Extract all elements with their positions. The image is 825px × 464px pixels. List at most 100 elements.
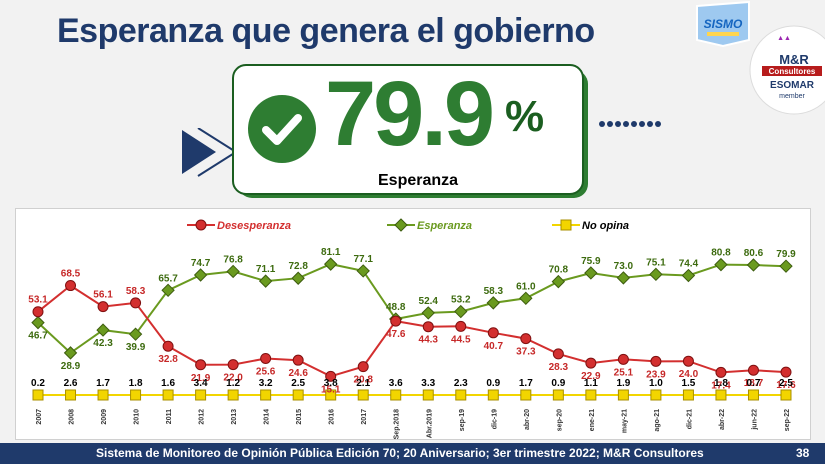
data-point-desesperanza <box>422 321 434 333</box>
data-point-esperanza <box>128 327 143 341</box>
legend-marker <box>394 218 408 232</box>
data-point-esperanza <box>519 291 533 306</box>
data-label-no-opina: 3.3 <box>421 378 435 389</box>
data-point-desesperanza <box>780 366 792 378</box>
x-tick-label: jun-22 <box>751 409 758 431</box>
data-point-esperanza <box>486 296 501 310</box>
data-point-esperanza <box>161 283 175 298</box>
data-point-desesperanza <box>552 348 564 360</box>
data-point-no-opina <box>292 389 304 401</box>
data-label-no-opina: 2.6 <box>64 378 78 389</box>
data-point-no-opina <box>227 389 239 401</box>
data-point-esperanza <box>31 315 45 330</box>
data-label-no-opina: 2.5 <box>291 378 305 389</box>
x-tick-label: sep-22 <box>784 409 791 431</box>
data-point-desesperanza <box>520 333 532 345</box>
data-point-desesperanza <box>260 352 272 364</box>
data-label-esperanza: 48.8 <box>386 302 406 313</box>
data-label-desesperanza: 28.3 <box>549 362 569 373</box>
data-point-esperanza <box>454 304 468 319</box>
data-label-esperanza: 80.6 <box>744 248 764 259</box>
x-tick-label: may-21 <box>621 409 628 433</box>
data-label-desesperanza: 21.9 <box>191 373 211 384</box>
footer-bar <box>0 443 825 464</box>
data-point-no-opina <box>617 389 629 401</box>
data-label-desesperanza: 37.3 <box>516 347 536 358</box>
data-label-no-opina: 3.2 <box>259 378 273 389</box>
data-point-no-opina <box>390 389 402 401</box>
data-point-desesperanza <box>227 359 239 371</box>
x-tick-label: 2016 <box>329 409 336 425</box>
data-point-esperanza <box>96 323 110 337</box>
data-label-no-opina: 0.2 <box>31 378 45 389</box>
data-point-no-opina <box>97 389 109 401</box>
data-label-desesperanza: 58.3 <box>126 286 146 297</box>
svg-text:ESOMAR: ESOMAR <box>770 80 815 91</box>
data-label-no-opina: 2.1 <box>356 378 370 389</box>
data-point-no-opina <box>32 389 44 401</box>
legend-marker <box>560 219 572 231</box>
data-point-esperanza <box>649 267 663 282</box>
data-point-esperanza <box>681 268 696 283</box>
data-label-no-opina: 1.0 <box>649 378 663 389</box>
data-label-desesperanza: 23.9 <box>646 369 666 380</box>
data-label-desesperanza: 22.9 <box>581 371 601 382</box>
data-label-esperanza: 76.8 <box>223 254 243 265</box>
decorative-arrows <box>182 128 238 177</box>
data-label-esperanza: 80.8 <box>711 248 731 259</box>
data-point-no-opina <box>747 389 759 401</box>
data-point-desesperanza <box>65 280 77 292</box>
data-point-esperanza <box>226 264 240 279</box>
x-tick-label: dic-19 <box>491 409 498 429</box>
data-point-no-opina <box>357 389 369 401</box>
data-label-esperanza: 74.4 <box>679 259 699 270</box>
data-point-esperanza <box>193 268 208 282</box>
data-point-no-opina <box>487 389 499 401</box>
data-label-esperanza: 71.1 <box>256 264 276 275</box>
data-point-desesperanza <box>292 354 304 366</box>
data-label-esperanza: 74.7 <box>191 258 211 269</box>
data-point-no-opina <box>422 389 434 401</box>
hero-label: Esperanza <box>378 172 459 189</box>
data-label-no-opina: 0.7 <box>747 378 761 389</box>
x-tick-label: abr-20 <box>524 409 531 430</box>
hero-percent-sign: % <box>505 92 545 141</box>
x-tick-label: 2010 <box>134 409 141 425</box>
data-point-esperanza <box>584 266 598 280</box>
data-label-no-opina: 2.5 <box>779 378 793 389</box>
x-tick-label: 2012 <box>199 409 206 425</box>
data-point-no-opina <box>162 389 174 401</box>
x-tick-label: 2013 <box>231 409 238 425</box>
legend-label: No opina <box>582 220 629 232</box>
data-label-desesperanza: 25.6 <box>256 366 276 377</box>
data-label-no-opina: 1.9 <box>616 378 630 389</box>
data-label-no-opina: 0.9 <box>551 378 565 389</box>
x-tick-label: Sep.2018 <box>394 409 401 439</box>
data-point-esperanza <box>551 274 566 289</box>
x-tick-label: 2009 <box>101 409 108 425</box>
data-label-no-opina: 1.1 <box>584 378 598 389</box>
data-point-esperanza <box>779 259 793 273</box>
data-point-desesperanza <box>650 355 662 367</box>
data-label-esperanza: 52.4 <box>419 296 439 307</box>
data-point-no-opina <box>65 389 77 401</box>
hero-card <box>232 64 584 195</box>
data-label-esperanza: 53.2 <box>451 295 471 306</box>
data-point-desesperanza <box>487 327 499 339</box>
data-point-no-opina <box>715 389 727 401</box>
data-label-no-opina: 0.9 <box>486 378 500 389</box>
data-label-esperanza: 75.1 <box>646 257 666 268</box>
data-label-no-opina: 1.8 <box>714 378 728 389</box>
data-label-desesperanza: 25.1 <box>614 367 634 378</box>
data-label-esperanza: 75.9 <box>581 256 601 267</box>
data-label-desesperanza: 24.6 <box>288 368 308 379</box>
data-point-no-opina <box>455 389 467 401</box>
data-point-desesperanza <box>195 359 207 371</box>
data-label-esperanza: 28.9 <box>61 361 81 372</box>
data-point-desesperanza <box>130 297 142 309</box>
data-label-esperanza: 65.7 <box>158 273 178 284</box>
data-point-desesperanza <box>747 364 759 376</box>
data-point-esperanza <box>356 264 370 278</box>
data-point-no-opina <box>585 389 597 401</box>
x-tick-label: 2011 <box>166 409 173 424</box>
